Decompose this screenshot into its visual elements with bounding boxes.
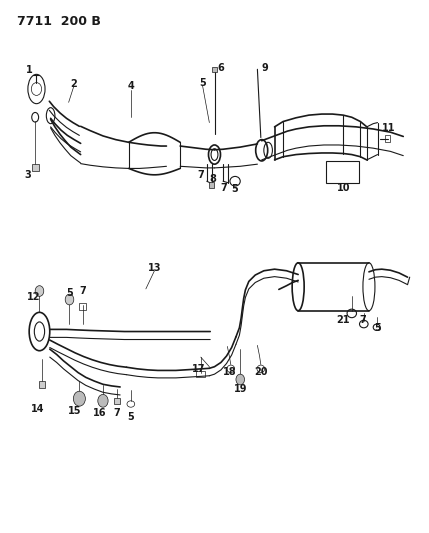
Bar [196,371,205,377]
Text: 10: 10 [336,183,350,193]
Text: 19: 19 [234,384,248,394]
Text: 17: 17 [191,364,205,374]
Circle shape [65,294,74,305]
Text: 7: 7 [113,408,120,418]
Bar [79,303,86,310]
Bar [212,67,217,72]
Text: 5: 5 [374,323,381,333]
Text: 3: 3 [24,170,31,180]
Bar [326,161,359,183]
Circle shape [236,374,245,385]
Circle shape [98,394,108,407]
Text: 7: 7 [221,183,227,192]
Bar [209,182,214,188]
Text: 1: 1 [26,66,33,75]
Text: 7: 7 [359,315,366,325]
Text: 13: 13 [148,263,161,272]
Text: 2: 2 [70,79,77,88]
Text: 5: 5 [127,412,134,422]
Text: 7711  200 B: 7711 200 B [17,15,101,28]
Text: 12: 12 [27,293,40,302]
Text: 8: 8 [210,174,217,184]
Text: 7: 7 [79,286,86,296]
Text: 15: 15 [68,407,82,416]
Text: 14: 14 [31,404,45,414]
Text: 6: 6 [217,63,224,73]
Bar [32,164,39,171]
Text: 21: 21 [336,315,350,325]
Text: 5: 5 [66,288,73,298]
Text: 7: 7 [197,170,204,180]
Circle shape [73,391,85,406]
Bar [39,381,45,388]
Bar [114,398,120,404]
Text: 9: 9 [262,63,269,73]
Text: 16: 16 [93,408,107,418]
Text: 4: 4 [127,82,134,91]
Text: 20: 20 [254,367,268,377]
Text: 11: 11 [381,123,395,133]
Text: 18: 18 [223,367,236,377]
Bar [385,135,390,142]
Circle shape [35,286,44,296]
Text: 5: 5 [232,184,239,194]
Text: 5: 5 [199,78,206,87]
